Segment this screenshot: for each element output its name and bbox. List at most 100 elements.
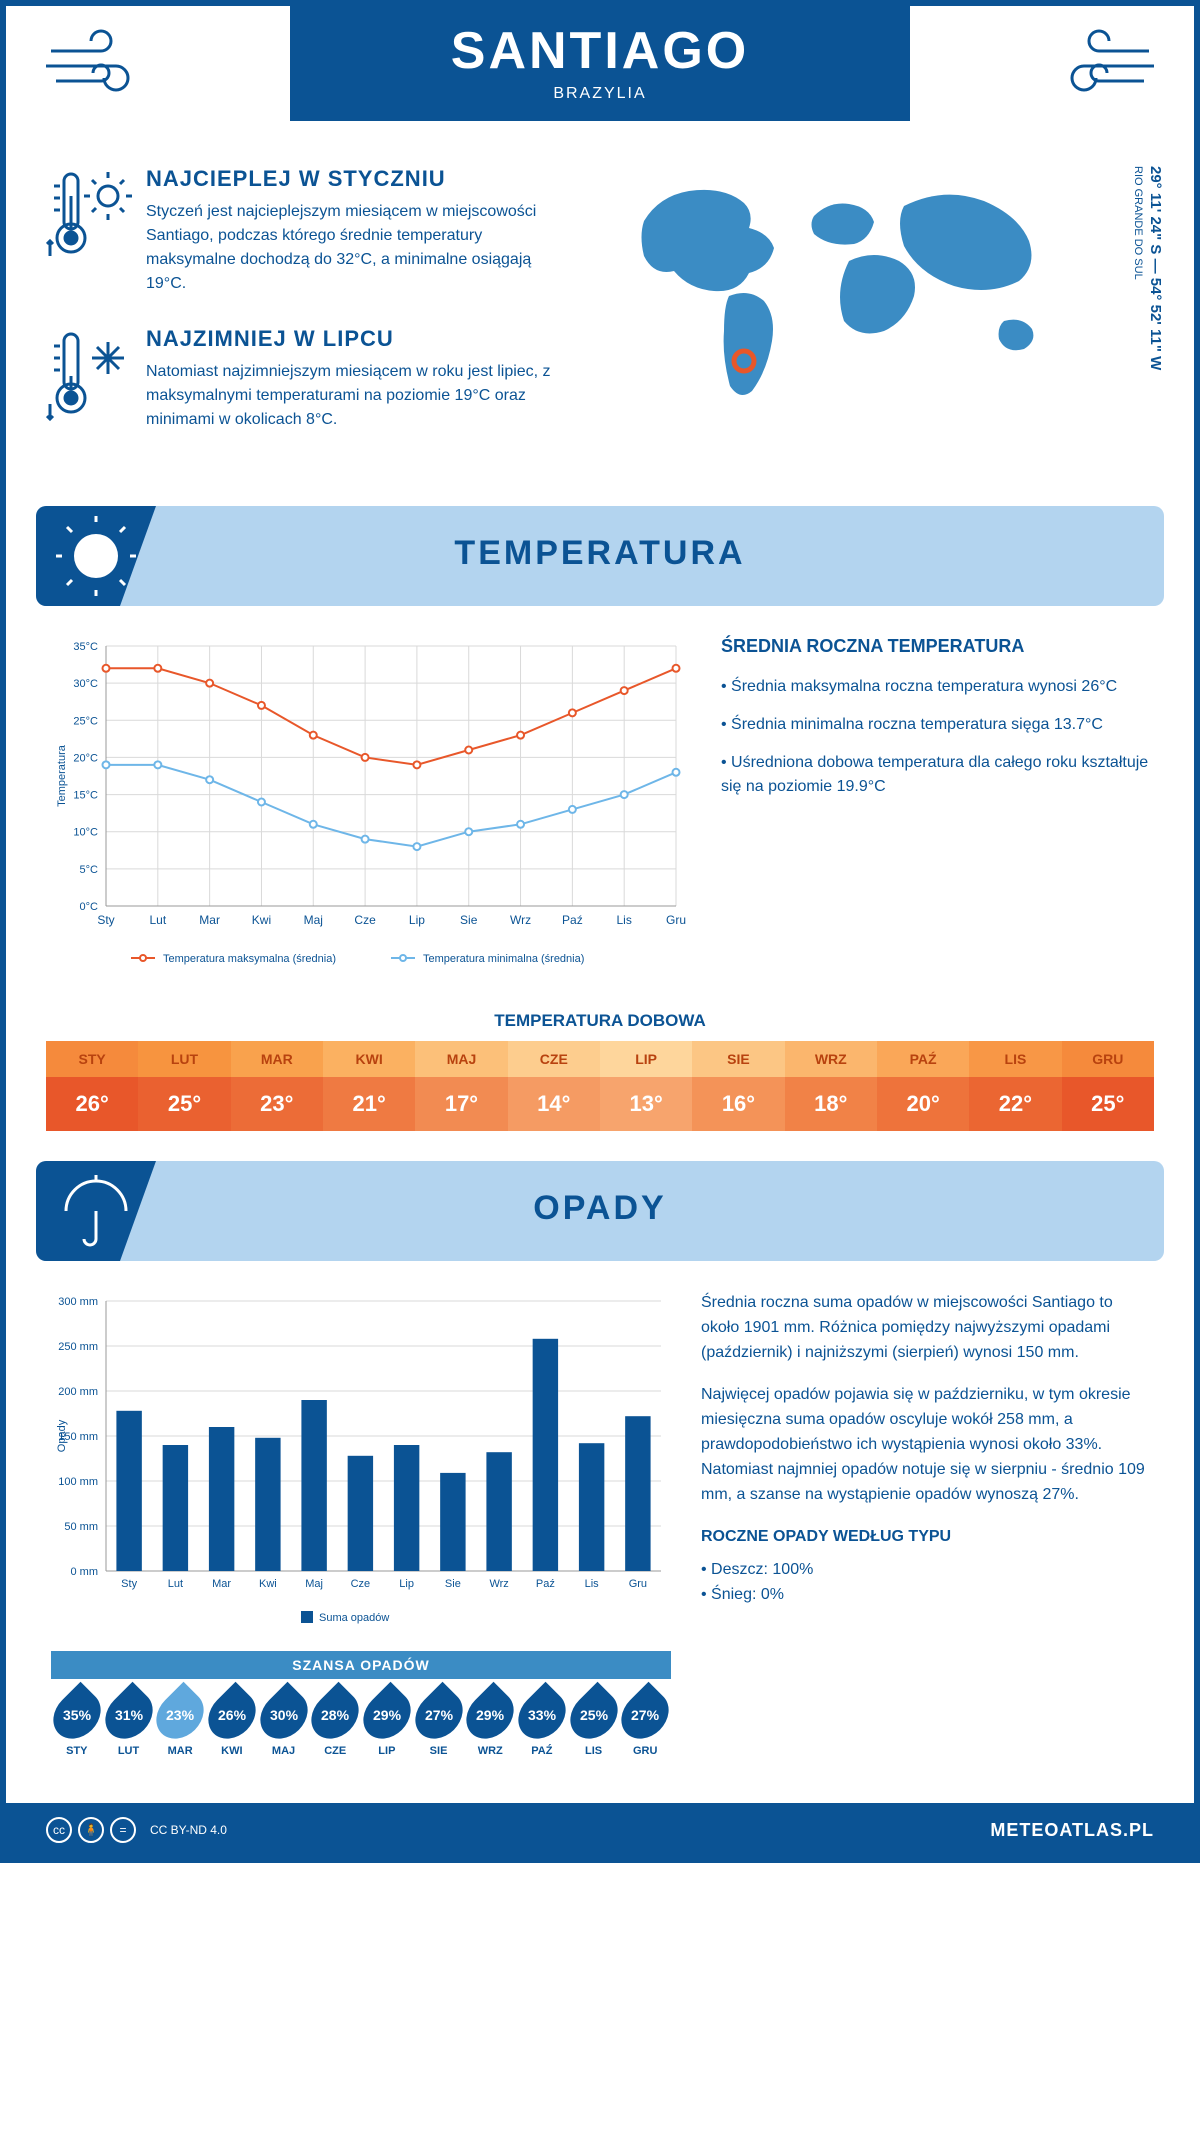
svg-text:Gru: Gru xyxy=(629,1578,647,1590)
temp-table-cell: LIP13° xyxy=(600,1041,692,1131)
precip-chance-drop: 31%LUT xyxy=(103,1679,155,1763)
temp-info-line: • Średnia maksymalna roczna temperatura … xyxy=(721,675,1149,699)
license-text: CC BY-ND 4.0 xyxy=(150,1823,227,1837)
by-icon: 🧍 xyxy=(78,1817,104,1843)
svg-text:Temperatura: Temperatura xyxy=(56,744,68,807)
svg-text:Sie: Sie xyxy=(460,913,478,927)
svg-text:Lis: Lis xyxy=(617,913,632,927)
temp-table-cell: PAŹ20° xyxy=(877,1041,969,1131)
section-title-precip: OPADY xyxy=(36,1189,1164,1228)
header: SANTIAGO BRAZYLIA xyxy=(6,6,1194,136)
brand-name: METEOATLAS.PL xyxy=(990,1820,1154,1841)
precip-chance-drop: 29%WRZ xyxy=(464,1679,516,1763)
svg-text:100 mm: 100 mm xyxy=(58,1476,98,1488)
temp-table-cell: KWI21° xyxy=(323,1041,415,1131)
precip-chance-drop: 26%KWI xyxy=(206,1679,258,1763)
svg-text:Cze: Cze xyxy=(354,913,376,927)
svg-text:Mar: Mar xyxy=(212,1578,231,1590)
temp-table-cell: LIS22° xyxy=(969,1041,1061,1131)
svg-text:Paź: Paź xyxy=(536,1578,555,1590)
temp-info-line: • Uśredniona dobowa temperatura dla całe… xyxy=(721,751,1149,799)
precip-by-type-title: ROCZNE OPADY WEDŁUG TYPU xyxy=(701,1525,1149,1550)
wind-icon xyxy=(41,26,151,120)
temp-table-cell: WRZ18° xyxy=(785,1041,877,1131)
svg-text:Sty: Sty xyxy=(97,913,114,927)
svg-text:15°C: 15°C xyxy=(73,790,98,802)
precip-chance-drop: 27%SIE xyxy=(413,1679,465,1763)
precip-chance-drop: 29%LIP xyxy=(361,1679,413,1763)
svg-text:0°C: 0°C xyxy=(80,901,99,913)
svg-text:Maj: Maj xyxy=(304,913,323,927)
precip-chance-drop: 23%MAR xyxy=(154,1679,206,1763)
precip-chance-drop: 30%MAJ xyxy=(258,1679,310,1763)
coordinates: 29° 11' 24" S — 54° 52' 11" W xyxy=(1147,166,1164,370)
summary-row: NAJCIEPLEJ W STYCZNIU Styczeń jest najci… xyxy=(6,136,1194,486)
temp-table-cell: LUT25° xyxy=(138,1041,230,1131)
svg-text:Lip: Lip xyxy=(399,1578,414,1590)
precip-chance-drop: 27%GRU xyxy=(619,1679,671,1763)
svg-text:200 mm: 200 mm xyxy=(58,1386,98,1398)
precip-by-type-line: • Śnieg: 0% xyxy=(701,1583,1149,1608)
world-map xyxy=(614,166,1074,406)
temp-table-cell: STY26° xyxy=(46,1041,138,1131)
precip-chance-title: SZANSA OPADÓW xyxy=(51,1651,671,1679)
svg-text:25°C: 25°C xyxy=(73,715,98,727)
precip-info: Średnia roczna suma opadów w miejscowośc… xyxy=(701,1291,1149,1763)
svg-text:Lut: Lut xyxy=(149,913,166,927)
section-band-precip: OPADY xyxy=(36,1161,1164,1261)
svg-text:50 mm: 50 mm xyxy=(64,1521,98,1533)
svg-text:Lip: Lip xyxy=(409,913,425,927)
daily-temp-table: STY26°LUT25°MAR23°KWI21°MAJ17°CZE14°LIP1… xyxy=(46,1041,1154,1131)
warmest-block: NAJCIEPLEJ W STYCZNIU Styczeń jest najci… xyxy=(46,166,614,296)
svg-text:Sty: Sty xyxy=(121,1578,137,1590)
cc-icon: cc xyxy=(46,1817,72,1843)
country-name: BRAZYLIA xyxy=(290,85,910,103)
precip-chance-drop: 25%LIS xyxy=(568,1679,620,1763)
svg-text:250 mm: 250 mm xyxy=(58,1341,98,1353)
precipitation-bar-chart: 0 mm50 mm100 mm150 mm200 mm250 mm300 mmS… xyxy=(51,1291,671,1631)
section-title-temperature: TEMPERATURA xyxy=(36,534,1164,573)
precip-chance-drop: 35%STY xyxy=(51,1679,103,1763)
svg-text:Wrz: Wrz xyxy=(489,1578,508,1590)
svg-text:0 mm: 0 mm xyxy=(71,1566,99,1578)
temp-table-cell: CZE14° xyxy=(508,1041,600,1131)
precip-chance-drop: 33%PAŹ xyxy=(516,1679,568,1763)
svg-text:Wrz: Wrz xyxy=(510,913,531,927)
svg-text:Kwi: Kwi xyxy=(252,913,271,927)
temp-table-cell: GRU25° xyxy=(1062,1041,1154,1131)
svg-text:Lis: Lis xyxy=(585,1578,600,1590)
coldest-title: NAJZIMNIEJ W LIPCU xyxy=(146,326,614,352)
temperature-line-chart: 0°C5°C10°C15°C20°C25°C30°C35°CStyLutMarK… xyxy=(51,636,691,976)
svg-text:Suma opadów: Suma opadów xyxy=(319,1612,389,1624)
precip-text-2: Najwięcej opadów pojawia się w październ… xyxy=(701,1383,1149,1507)
section-band-temperature: TEMPERATURA xyxy=(36,506,1164,606)
license-badges: cc 🧍 = CC BY-ND 4.0 xyxy=(46,1817,227,1843)
warmest-body: Styczeń jest najcieplejszym miesiącem w … xyxy=(146,200,566,296)
svg-text:Temperatura minimalna (średnia: Temperatura minimalna (średnia) xyxy=(423,953,584,965)
svg-text:10°C: 10°C xyxy=(73,827,98,839)
svg-text:Cze: Cze xyxy=(351,1578,371,1590)
precip-text-1: Średnia roczna suma opadów w miejscowośc… xyxy=(701,1291,1149,1365)
svg-text:Mar: Mar xyxy=(199,913,220,927)
svg-text:Kwi: Kwi xyxy=(259,1578,277,1590)
coldest-block: NAJZIMNIEJ W LIPCU Natomiast najzimniejs… xyxy=(46,326,614,436)
title-banner: SANTIAGO BRAZYLIA xyxy=(290,6,910,121)
svg-text:300 mm: 300 mm xyxy=(58,1296,98,1308)
svg-text:Sie: Sie xyxy=(445,1578,461,1590)
coldest-body: Natomiast najzimniejszym miesiącem w rok… xyxy=(146,360,566,432)
svg-text:35°C: 35°C xyxy=(73,641,98,653)
svg-text:Opady: Opady xyxy=(56,1419,68,1452)
svg-text:Gru: Gru xyxy=(666,913,686,927)
svg-text:5°C: 5°C xyxy=(80,864,99,876)
temp-table-cell: MAR23° xyxy=(231,1041,323,1131)
warmest-title: NAJCIEPLEJ W STYCZNIU xyxy=(146,166,614,192)
nd-icon: = xyxy=(110,1817,136,1843)
wind-icon xyxy=(1049,26,1159,120)
region-label: RIO GRANDE DO SUL xyxy=(1132,166,1144,280)
precip-chance-row: 35%STY31%LUT23%MAR26%KWI30%MAJ28%CZE29%L… xyxy=(51,1679,671,1763)
svg-text:20°C: 20°C xyxy=(73,752,98,764)
temp-info-title: ŚREDNIA ROCZNA TEMPERATURA xyxy=(721,636,1149,657)
temp-table-cell: SIE16° xyxy=(692,1041,784,1131)
precip-by-type-line: • Deszcz: 100% xyxy=(701,1558,1149,1583)
temp-info-line: • Średnia minimalna roczna temperatura s… xyxy=(721,713,1149,737)
